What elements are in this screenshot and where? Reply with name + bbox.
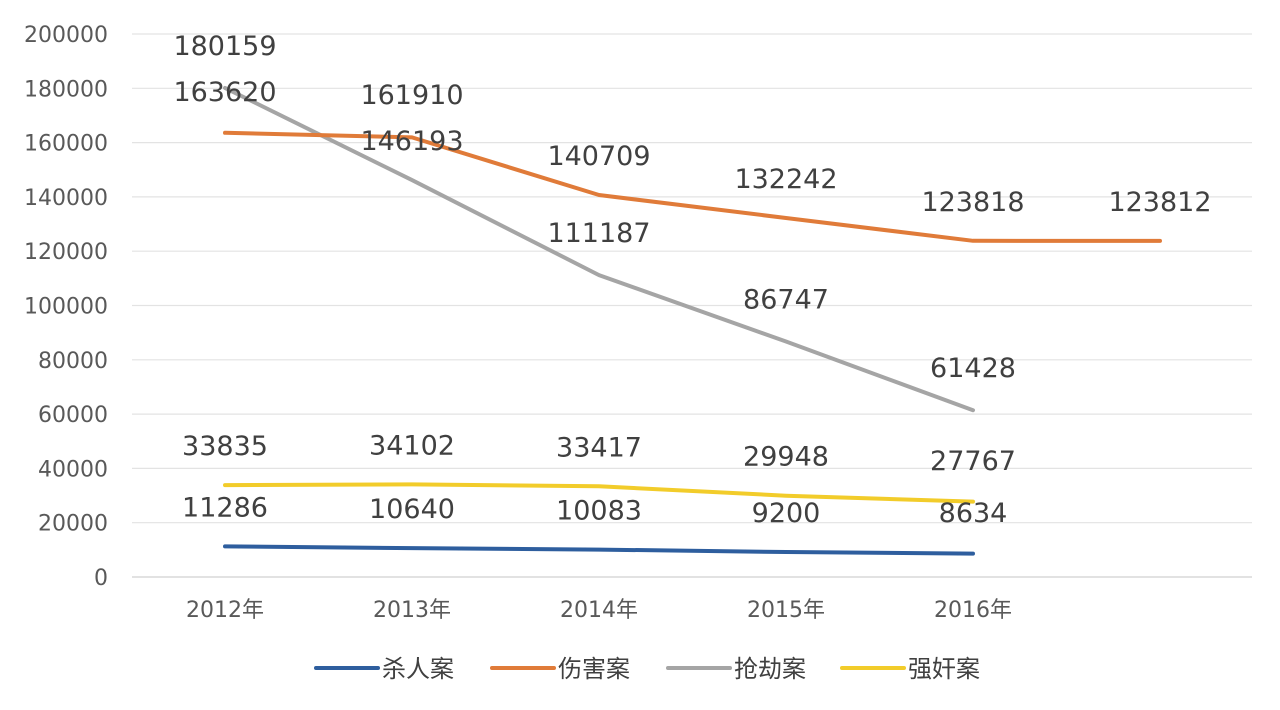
legend-label: 强奸案 xyxy=(908,655,980,683)
data-label: 11286 xyxy=(182,492,268,523)
legend: 杀人案 伤害案 抢劫案 强奸案 xyxy=(314,655,980,683)
series-line-0 xyxy=(223,544,975,556)
y-tick-label: 200000 xyxy=(24,23,108,48)
data-label: 9200 xyxy=(752,498,821,529)
data-label: 27767 xyxy=(930,446,1016,477)
series-lines xyxy=(223,85,1162,556)
data-label: 161910 xyxy=(360,80,463,111)
y-tick-label: 180000 xyxy=(24,77,108,102)
data-label: 8634 xyxy=(939,498,1008,529)
x-tick-label: 2015年 xyxy=(747,598,825,623)
x-tick-label: 2012年 xyxy=(186,598,264,623)
series-line-1 xyxy=(223,130,1162,243)
data-label: 86747 xyxy=(743,284,829,315)
y-tick-label: 160000 xyxy=(24,132,108,157)
data-label: 123812 xyxy=(1108,187,1211,218)
x-tick-label: 2014年 xyxy=(560,598,638,623)
data-label: 33417 xyxy=(556,432,642,463)
legend-label: 伤害案 xyxy=(558,655,630,683)
y-tick-label: 60000 xyxy=(38,403,108,428)
x-tick-label: 2016年 xyxy=(934,598,1012,623)
x-axis-ticks: 2012年 2013年 2014年 2015年 2016年 xyxy=(186,598,1012,623)
gridlines xyxy=(132,33,1252,578)
y-tick-label: 100000 xyxy=(24,295,108,320)
y-tick-label: 140000 xyxy=(24,186,108,211)
series-line-3 xyxy=(223,482,975,504)
data-label: 29948 xyxy=(743,442,829,473)
data-label: 132242 xyxy=(734,164,837,195)
data-label: 61428 xyxy=(930,353,1016,384)
data-label: 140709 xyxy=(547,141,650,172)
y-tick-label: 120000 xyxy=(24,240,108,265)
data-label: 33835 xyxy=(182,431,268,462)
y-tick-label: 80000 xyxy=(38,349,108,374)
y-tick-label: 40000 xyxy=(38,457,108,482)
data-label: 146193 xyxy=(360,126,463,157)
data-label: 34102 xyxy=(369,430,455,461)
data-label: 163620 xyxy=(173,77,276,108)
data-label: 10083 xyxy=(556,496,642,527)
data-labels: 11286 10640 10083 9200 8634 163620 161910 14070… xyxy=(173,31,1211,529)
series-line-2 xyxy=(223,85,975,413)
data-label: 111187 xyxy=(547,218,650,249)
data-label: 10640 xyxy=(369,494,455,525)
y-tick-label: 0 xyxy=(94,566,108,591)
y-tick-label: 20000 xyxy=(38,512,108,537)
data-label: 123818 xyxy=(921,187,1024,218)
data-label: 180159 xyxy=(173,31,276,62)
legend-label: 抢劫案 xyxy=(734,655,806,683)
legend-label: 杀人案 xyxy=(382,655,454,683)
y-axis-ticks: 0 20000 40000 60000 80000 100000 120000 140000 1… xyxy=(24,23,108,591)
x-tick-label: 2013年 xyxy=(373,598,451,623)
